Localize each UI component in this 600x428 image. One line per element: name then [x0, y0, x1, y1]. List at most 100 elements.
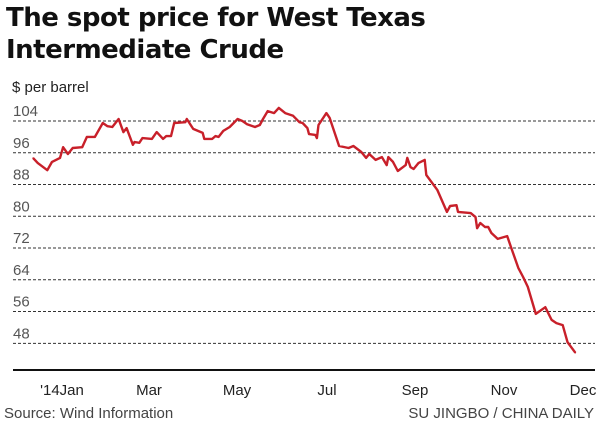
data-point — [392, 161, 394, 163]
data-point — [455, 204, 458, 206]
data-point — [479, 222, 481, 224]
data-point — [111, 126, 113, 128]
data-point — [360, 151, 362, 153]
data-point — [374, 159, 377, 161]
x-tick-label: Jul — [317, 382, 336, 399]
data-point — [133, 141, 136, 143]
data-point — [365, 157, 367, 159]
data-point — [316, 137, 318, 139]
data-point — [118, 118, 120, 120]
data-point — [386, 164, 388, 166]
y-tick-label: 64 — [13, 262, 30, 279]
data-point — [522, 276, 524, 278]
data-point — [511, 249, 513, 251]
data-point — [474, 216, 477, 218]
data-point — [292, 115, 294, 117]
data-point — [490, 232, 492, 234]
price-line — [32, 106, 577, 354]
data-point — [506, 235, 508, 237]
data-point — [86, 136, 88, 138]
data-point — [574, 352, 577, 354]
data-point — [267, 110, 269, 112]
data-point — [241, 120, 243, 122]
data-point — [306, 127, 308, 129]
data-point — [72, 147, 74, 149]
data-point — [67, 153, 69, 155]
data-point — [141, 137, 144, 139]
data-point — [37, 162, 39, 164]
x-tick-label: Sep — [402, 382, 429, 399]
y-tick-label: 80 — [13, 198, 30, 215]
data-point — [229, 126, 231, 128]
data-point — [551, 319, 553, 321]
data-point — [308, 133, 310, 135]
data-point — [217, 136, 220, 138]
data-point — [405, 164, 407, 166]
data-point — [162, 138, 164, 140]
data-point — [338, 145, 340, 147]
y-tick-label: 88 — [13, 167, 30, 184]
data-point — [302, 122, 304, 124]
data-point — [122, 131, 125, 133]
y-tick-label: 56 — [13, 294, 30, 311]
data-point — [487, 226, 489, 228]
y-tick-label: 96 — [13, 135, 30, 152]
data-point — [470, 212, 472, 214]
x-tick-label: Nov — [491, 382, 518, 399]
data-point — [254, 126, 256, 128]
data-point — [555, 322, 557, 324]
data-point — [184, 121, 186, 123]
data-point — [170, 135, 172, 137]
data-point — [186, 118, 188, 120]
data-point — [211, 138, 213, 140]
data-point — [125, 127, 128, 129]
x-tick-label: Dec — [570, 382, 597, 399]
data-point — [527, 286, 529, 288]
data-point — [562, 324, 564, 326]
data-point — [236, 118, 239, 120]
data-point — [51, 161, 53, 163]
data-point — [352, 145, 354, 147]
data-point — [138, 142, 140, 144]
source-note: Source: Wind Information — [4, 405, 174, 422]
x-tick-label: '14Jan — [40, 382, 84, 399]
data-point — [273, 112, 275, 114]
data-point — [476, 227, 478, 229]
data-point — [284, 112, 286, 114]
data-point — [425, 174, 427, 176]
data-point — [81, 146, 83, 148]
y-tick-label: 104 — [13, 103, 38, 120]
credit-note: SU JINGBO / CHINA DAILY — [408, 405, 594, 422]
data-point — [409, 166, 412, 168]
data-point — [132, 144, 134, 146]
data-point — [46, 169, 48, 171]
data-point — [387, 156, 389, 158]
data-point — [424, 159, 426, 161]
y-axis-label: $ per barrel — [12, 79, 89, 96]
data-point — [417, 162, 419, 164]
data-point — [214, 135, 216, 137]
data-point — [278, 107, 280, 109]
data-point — [94, 136, 96, 138]
data-point — [151, 138, 153, 140]
data-point — [106, 125, 109, 127]
chart-title: The spot price for West Texas Intermedia… — [6, 3, 426, 65]
data-point — [413, 168, 415, 170]
data-point — [348, 147, 350, 149]
data-point — [259, 124, 261, 126]
y-tick-label: 72 — [13, 230, 30, 247]
data-point — [381, 156, 383, 158]
y-tick-label: 48 — [13, 325, 30, 342]
data-point — [317, 124, 320, 126]
data-point — [368, 153, 370, 155]
data-point — [192, 128, 194, 130]
data-point — [173, 122, 175, 124]
data-point — [535, 313, 537, 315]
data-point — [457, 211, 459, 213]
data-point — [449, 205, 451, 207]
data-point — [406, 157, 408, 159]
data-point — [32, 157, 34, 159]
x-tick-label: May — [223, 382, 252, 399]
data-point — [102, 122, 104, 124]
